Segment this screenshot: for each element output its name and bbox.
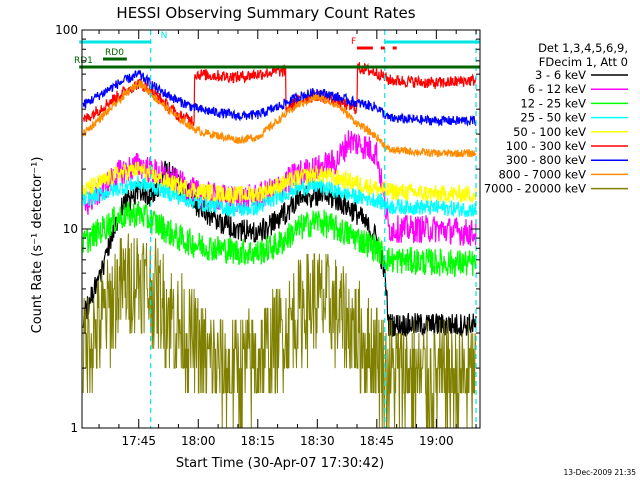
x-tick-label-1745: 17:45 [121, 434, 156, 448]
series-line-8 [82, 80, 477, 158]
chart-title: HESSI Observing Summary Count Rates [116, 4, 415, 22]
series-line-7 [82, 69, 477, 127]
series-line-9 [82, 233, 477, 429]
y-tick-label-100: 100 [55, 23, 78, 37]
legend-label-4: 25 - 50 keV [520, 111, 586, 125]
legend-label-1: 3 - 6 keV [535, 68, 586, 82]
series-group [82, 62, 477, 429]
flag-label-n: N [161, 31, 168, 41]
series-line-3 [82, 201, 477, 278]
x-tick-label-1830: 18:30 [300, 434, 335, 448]
x-tick-label-1815: 18:15 [240, 434, 275, 448]
flag-label-f: F [351, 37, 356, 47]
series-line-1 [82, 160, 477, 337]
series-line-4 [82, 175, 477, 218]
x-tick-label-1845: 18:45 [360, 434, 395, 448]
footer-timestamp: 13-Dec-2009 21:35 [563, 468, 636, 477]
legend-label-8: 800 - 7000 keV [498, 167, 586, 181]
legend-label-9: 7000 - 20000 keV [484, 182, 586, 196]
series-line-5 [82, 161, 477, 204]
y-tick-label-10: 10 [63, 222, 78, 236]
y-tick-label-1: 1 [70, 421, 78, 435]
legend-header-line-1: Det 1,3,4,5,6,9, [538, 41, 628, 55]
x-axis-label: Start Time (30-Apr-07 17:30:42) [176, 456, 384, 471]
y-axis-label: Count Rate (s⁻¹ detector⁻¹) [30, 157, 45, 334]
y-axis: 1 10 100 [55, 23, 480, 435]
legend-header-line-2: FDecim 1, Att 0 [539, 55, 628, 69]
x-tick-label-1800: 18:00 [181, 434, 216, 448]
x-tick-label-1900: 19:00 [419, 434, 454, 448]
legend-label-6: 100 - 300 keV [506, 139, 586, 153]
legend-label-2: 6 - 12 keV [528, 82, 586, 96]
legend-label-3: 12 - 25 keV [520, 96, 586, 110]
legend-label-7: 300 - 800 keV [506, 153, 586, 167]
x-axis: 17:45 18:00 18:15 18:30 18:45 19:00 [98, 30, 477, 448]
flag-label-rd0: RD0 [105, 48, 124, 58]
legend-label-5: 50 - 100 keV [513, 125, 586, 139]
